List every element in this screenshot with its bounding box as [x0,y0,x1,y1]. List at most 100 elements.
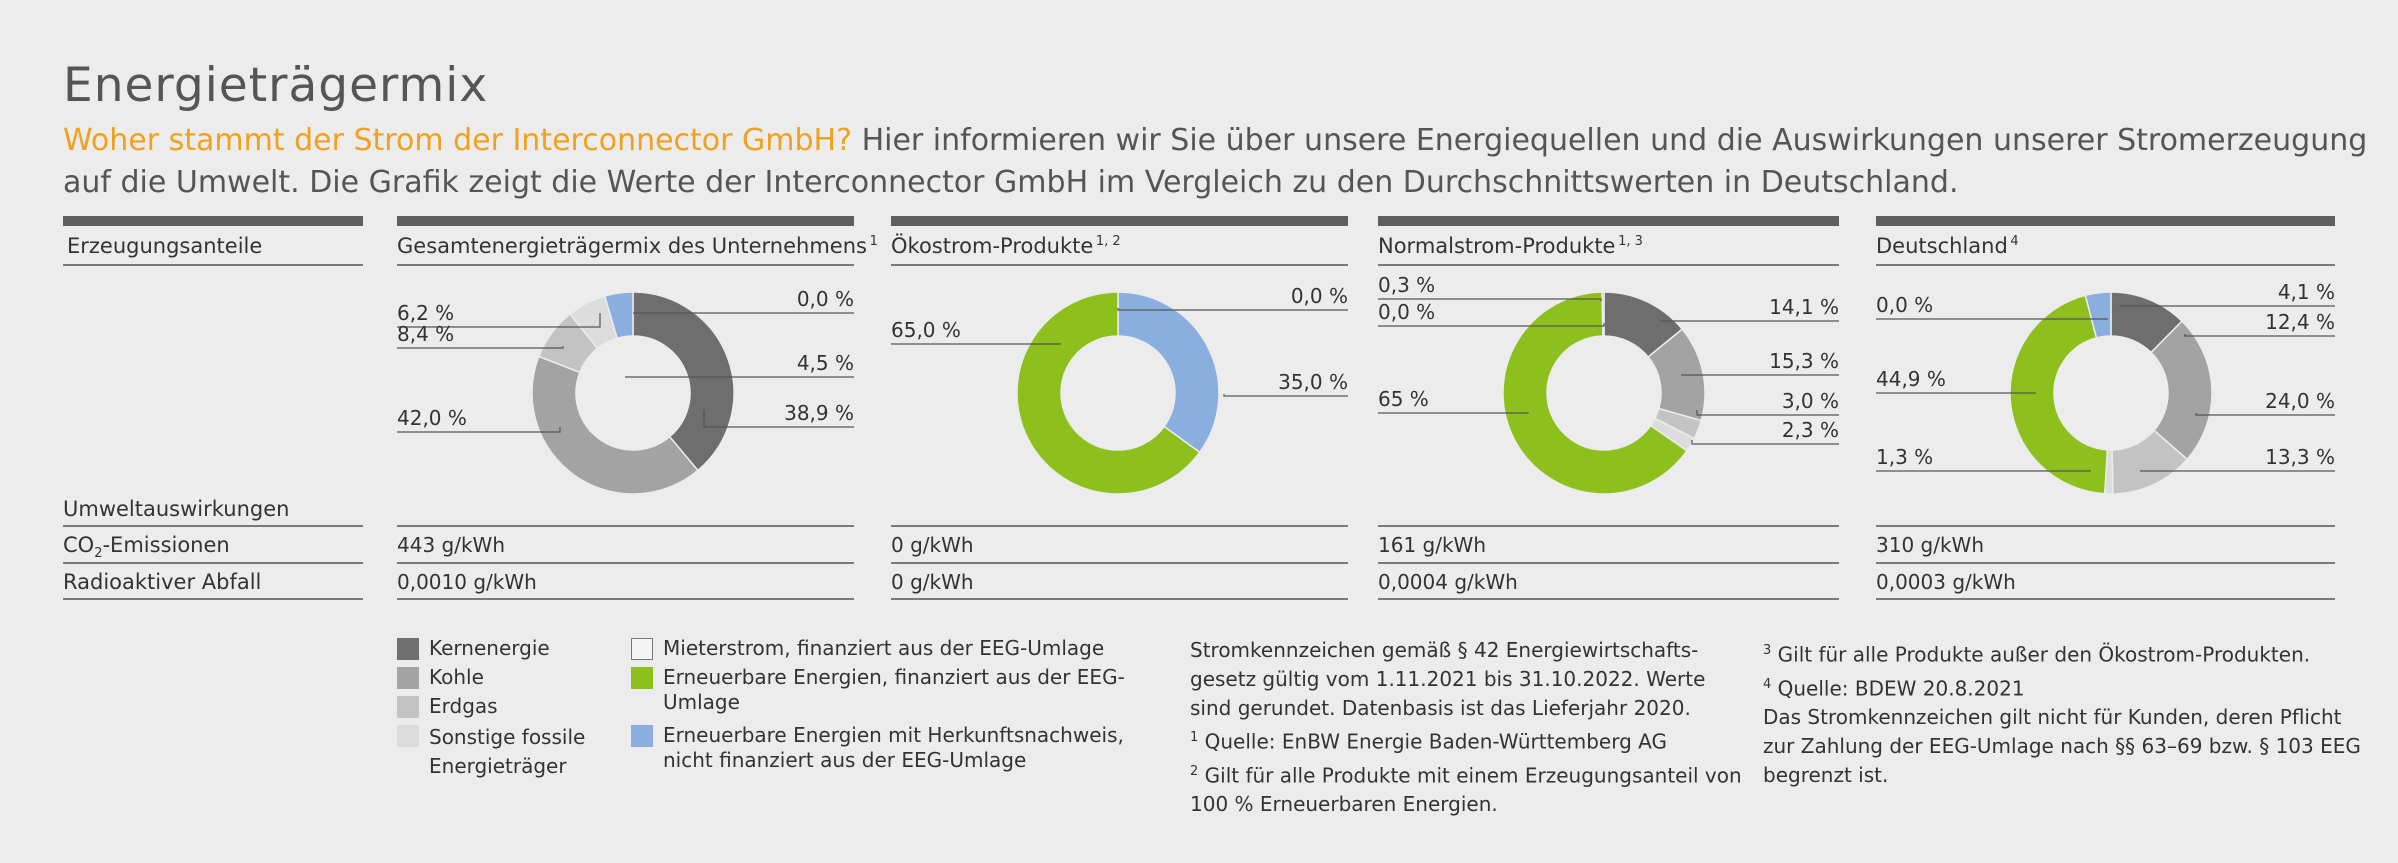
divider [63,598,363,600]
leader-line [397,313,601,328]
legend-swatch-eeg [631,667,653,689]
note-2-text: Gilt für alle Produkte mit einem Erzeugu… [1190,763,1742,817]
legend-label: Erneuerbare Energien mit Herkunftsnachwe… [663,723,1124,772]
legend-col-2: Mieterstrom, finanziert aus der EEG-Umla… [631,636,1171,773]
leader-line [2195,413,2335,416]
legend-label: Kohle [429,665,484,689]
leader-line [1691,440,1839,445]
leader-line [891,343,1061,345]
leader-line [397,346,564,349]
divider [1378,562,1839,564]
donut-3 [1502,291,1706,495]
slice-erneuerbare-energien-mit-herkunftsnachweis-nicht-finanziert-aus-der-eeg-umlage [603,291,634,340]
legend-swatch-kernenergie [397,638,419,660]
page-title: Energieträgermix [63,58,489,113]
intro-highlight: Woher stammt der Strom der Interconnecto… [63,123,853,158]
row-label-shares: Erzeugungsanteile [67,234,263,258]
donut-2 [1016,291,1220,495]
slice-erneuerbare-energien-mit-herkunftsnachweis-nicht-finanziert-aus-der-eeg-umlage [2084,291,2112,339]
leader-line [1681,374,1839,376]
note-3: 3 Gilt für alle Produkte außer den Ökost… [1763,636,2363,670]
note-4-sup: 4 [1763,676,1772,692]
slice-label: 65,0 % [891,318,961,342]
note-1-sup: 1 [1190,730,1199,745]
note-4-text: Quelle: BDEW 20.8.2021 [1771,676,2025,701]
legend-item: Kernenergie [397,636,597,661]
divider [891,598,1348,600]
waste-value: 0,0010 g/kWh [397,570,537,594]
slice-label: 44,9 % [1876,367,1946,391]
chart-title: Deutschland 4 [1876,234,2019,258]
leader-line [1378,323,1605,327]
slice-erneuerbare-energien-mit-herkunftsnachweis-nicht-finanziert-aus-der-eeg-umlage [1117,291,1220,454]
slice-label: 0,0 % [1378,300,1436,324]
slice-label: 0,0 % [1876,293,1934,317]
slice-label: 4,5 % [796,351,854,375]
legend-swatch-sonstige [397,725,419,747]
note-3-text: Gilt für alle Produkte außer den Ökostro… [1771,642,2311,667]
leader-line [1876,318,2108,320]
legend-col-1: Kernenergie Kohle Erdgas Sonstige fossil… [397,636,597,781]
leader-line [2119,305,2335,307]
note-1: 1 Quelle: EnBW Energie Baden-Württemberg… [1190,723,1750,757]
divider [1876,264,2335,266]
divider [1876,562,2335,564]
slice-label: 14,1 % [1769,295,1839,319]
chart-title: Ökostrom-Produkte 1, 2 [891,234,1121,258]
slice-label: 0,0 % [1290,284,1348,308]
notes-col-1: Stromkennzeichen gemäß § 42 Energiewirts… [1190,636,1750,819]
note-2: 2 Gilt für alle Produkte mit einem Erzeu… [1190,757,1750,820]
legend-swatch-mieterstrom [631,638,653,660]
leader-line [1378,298,1602,301]
divider [397,525,854,527]
row-label-co2: CO2-Emissionen [63,533,230,561]
slice-label: 13,3 % [2265,445,2335,469]
legend-item: Erdgas [397,694,597,719]
slice-kohle [2149,320,2213,461]
co2-value: 443 g/kWh [397,533,505,557]
leader-line [1378,412,1529,414]
intro-body: Hier informieren wir Sie über unsere Ene… [63,123,2368,200]
column-bar [891,216,1348,226]
co2-prefix: CO [63,533,95,557]
divider [63,562,363,564]
co2-value: 310 g/kWh [1876,533,1984,557]
chart-title-sup: 1 [866,234,878,249]
intro-text: Woher stammt der Strom der Interconnecto… [63,120,2383,204]
leader-line [1876,470,2091,472]
leader-line [2184,334,2335,337]
slice-label: 0,0 % [796,287,854,311]
slice-label: 42,0 % [397,406,467,430]
slice-label: 8,4 % [397,322,455,346]
note-5: Das Stromkennzeichen gilt nicht für Kund… [1763,705,2361,788]
note-3-sup: 3 [1763,643,1772,658]
slice-label: 15,3 % [1769,349,1839,373]
chart-title: Normalstrom-Produkte 1, 3 [1378,234,1643,258]
slice-label: 4,1 % [2277,280,2335,304]
co2-suffix: -Emissionen [102,533,230,557]
leader-line [703,410,854,428]
divider [891,562,1348,564]
slice-label: 35,0 % [1278,370,1348,394]
column-bar [1378,216,1839,226]
divider [397,562,854,564]
note-4: 4 Quelle: BDEW 20.8.2021 [1763,670,2363,704]
leader-line [2140,470,2335,472]
notes-col-2: 3 Gilt für alle Produkte außer den Ökost… [1763,636,2363,790]
legend-item: Erneuerbare Energien mit Herkunftsnachwe… [631,723,1171,773]
divider [63,264,363,266]
slice-label: 0,3 % [1378,273,1436,297]
legend-swatch-kohle [397,667,419,689]
chart-title-sup: 1, 3 [1615,234,1643,249]
waste-value: 0,0004 g/kWh [1378,570,1518,594]
legend-label: Mieterstrom, finanziert aus der EEG-Umla… [663,636,1105,660]
divider [1876,525,2335,527]
slice-label: 6,2 % [397,301,455,325]
slice-kohle [531,355,699,495]
divider [397,264,854,266]
note-stromkennzeichen: Stromkennzeichen gemäß § 42 Energiewirts… [1190,638,1706,720]
legend-item: Kohle [397,665,597,690]
legend-label: Sonstige fossile Energieträger [429,725,586,778]
divider [63,525,363,527]
